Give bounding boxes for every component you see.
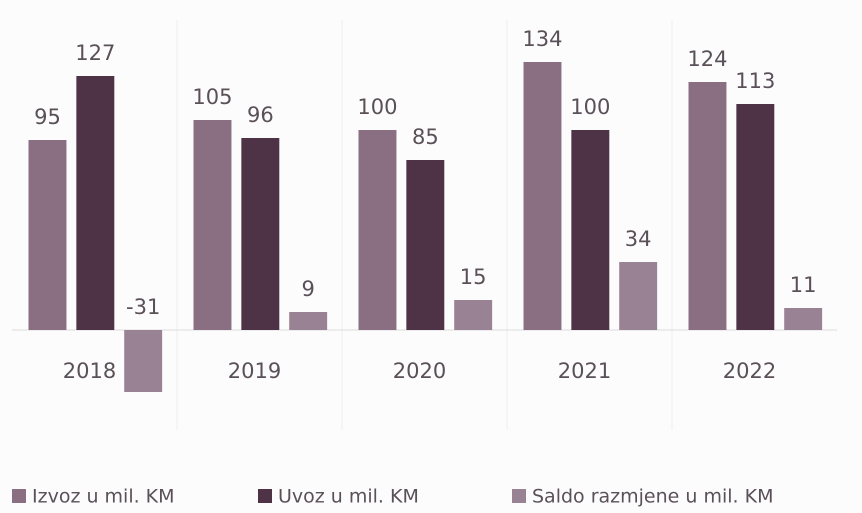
data-label: 100 — [357, 95, 397, 119]
bar — [193, 120, 232, 330]
legend-swatch — [512, 489, 526, 503]
data-label: 15 — [460, 265, 487, 289]
legend-label: Izvoz u mil. KM — [32, 486, 175, 508]
x-tick-label: 2019 — [228, 359, 281, 383]
bar — [241, 138, 280, 330]
bar — [619, 262, 658, 330]
data-label: 85 — [412, 125, 439, 149]
legend-label: Uvoz u mil. KM — [278, 486, 419, 508]
bar — [406, 160, 445, 330]
x-tick-label: 2020 — [393, 359, 446, 383]
data-label: 95 — [34, 105, 61, 129]
bar — [358, 130, 397, 330]
bar — [289, 312, 328, 330]
data-label: 105 — [192, 85, 232, 109]
data-label: 113 — [735, 69, 775, 93]
data-label: 96 — [247, 103, 274, 127]
data-label: 100 — [570, 95, 610, 119]
bar — [523, 62, 562, 330]
legend-label: Saldo razmjene u mil. KM — [532, 486, 773, 508]
bar — [784, 308, 823, 330]
bar — [28, 140, 67, 330]
bar — [571, 130, 610, 330]
x-tick-label: 2018 — [63, 359, 116, 383]
data-label: 9 — [301, 277, 314, 301]
bar — [454, 300, 493, 330]
bar — [736, 104, 775, 330]
data-label: 124 — [687, 47, 727, 71]
data-label: 34 — [625, 227, 652, 251]
data-label: 11 — [790, 273, 817, 297]
legend-swatch — [12, 489, 26, 503]
data-label: 127 — [75, 41, 115, 65]
bar — [76, 76, 115, 330]
legend-swatch — [258, 489, 272, 503]
bar — [688, 82, 727, 330]
data-label: -31 — [126, 295, 160, 319]
x-tick-label: 2021 — [558, 359, 611, 383]
data-label: 134 — [522, 27, 562, 51]
x-tick-label: 2022 — [723, 359, 776, 383]
bar — [124, 330, 163, 392]
